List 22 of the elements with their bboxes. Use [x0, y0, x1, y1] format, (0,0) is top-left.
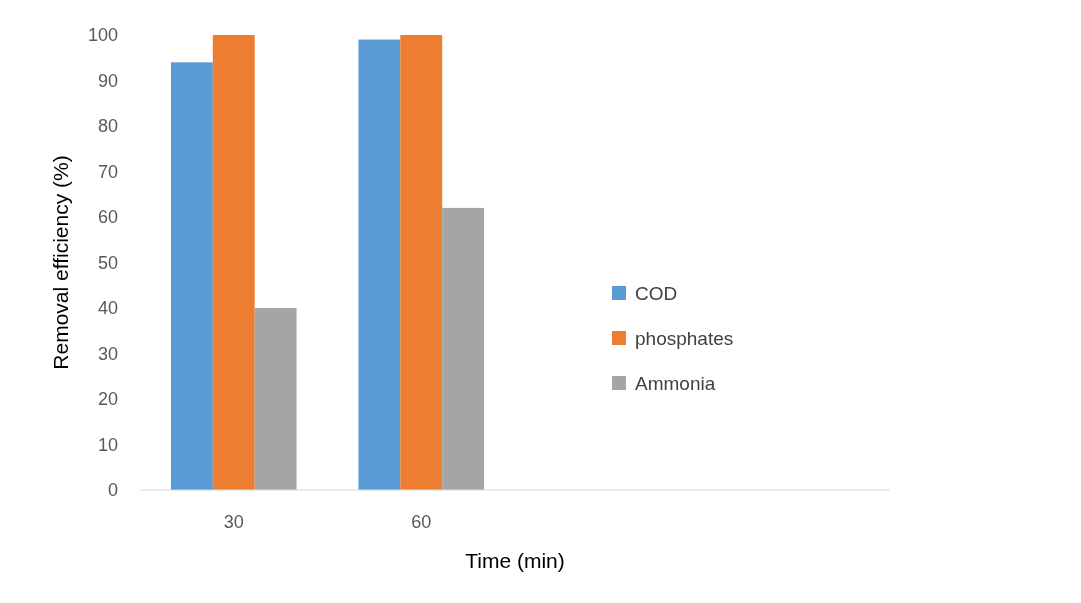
bar: [170, 62, 213, 490]
y-tick-label: 40: [97, 298, 118, 319]
bar: [442, 207, 485, 490]
y-tick-label: 10: [97, 434, 118, 455]
y-tick-label: 20: [97, 389, 118, 410]
legend-label: Ammonia: [635, 372, 716, 394]
y-tick-label: 0: [107, 480, 118, 501]
bar: [400, 35, 443, 490]
y-tick-label: 50: [97, 252, 118, 273]
bar: [212, 35, 255, 490]
legend-label: COD: [635, 282, 678, 304]
y-tick-label: 80: [97, 116, 118, 137]
bar: [358, 39, 401, 490]
y-tick-label: 70: [97, 161, 118, 182]
y-tick-label: 100: [87, 25, 118, 46]
y-tick-label: 30: [97, 343, 118, 364]
bar: [254, 308, 297, 490]
legend-label: phosphates: [635, 327, 734, 349]
y-tick-label: 90: [97, 70, 118, 91]
y-tick-label: 60: [97, 207, 118, 228]
x-axis-title: Time (min): [465, 549, 565, 572]
y-axis-title: Removal efficiency (%): [49, 155, 72, 370]
